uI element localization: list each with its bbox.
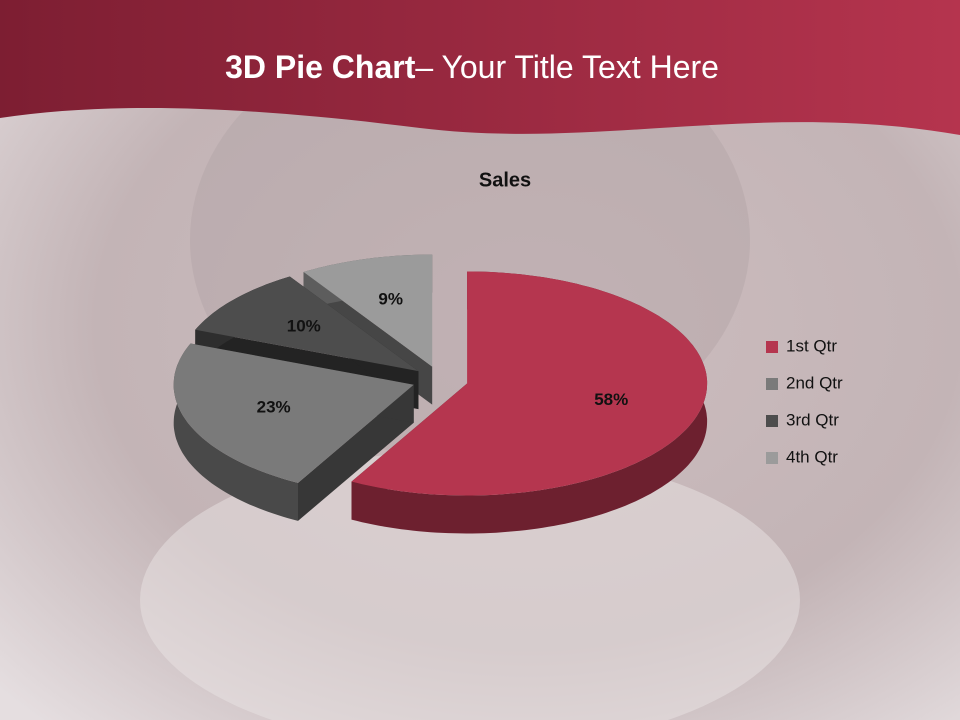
title-bold: 3D Pie Chart bbox=[225, 49, 416, 85]
slice bbox=[351, 271, 708, 496]
photo-shade bbox=[140, 450, 800, 720]
slice-side bbox=[298, 384, 414, 521]
legend-label: 2nd Qtr bbox=[786, 373, 843, 392]
chart-title: Sales bbox=[479, 169, 531, 191]
slice-wall bbox=[351, 271, 708, 534]
data-label: 23% bbox=[257, 398, 291, 417]
legend-swatch bbox=[766, 378, 778, 390]
slice-wall bbox=[173, 343, 298, 521]
legend-label: 4th Qtr bbox=[786, 447, 838, 466]
title-rest: – Your Title Text Here bbox=[415, 49, 719, 85]
slice bbox=[173, 343, 414, 483]
legend-label: 1st Qtr bbox=[786, 336, 837, 355]
data-label: 10% bbox=[287, 316, 321, 335]
legend-swatch bbox=[766, 452, 778, 464]
slice bbox=[303, 254, 433, 367]
legend-swatch bbox=[766, 415, 778, 427]
legend-swatch bbox=[766, 341, 778, 353]
legend-label: 3rd Qtr bbox=[786, 410, 839, 429]
slide-title: 3D Pie Chart– Your Title Text Here bbox=[225, 49, 719, 85]
legend: 1st Qtr 2nd Qtr 3rd Qtr 4th Qtr bbox=[766, 336, 843, 466]
slice bbox=[195, 276, 419, 372]
data-label: 58% bbox=[594, 390, 628, 409]
pie: 58% 23% 10% 9% bbox=[173, 254, 708, 534]
header-band bbox=[0, 0, 960, 135]
data-label: 9% bbox=[378, 289, 403, 308]
